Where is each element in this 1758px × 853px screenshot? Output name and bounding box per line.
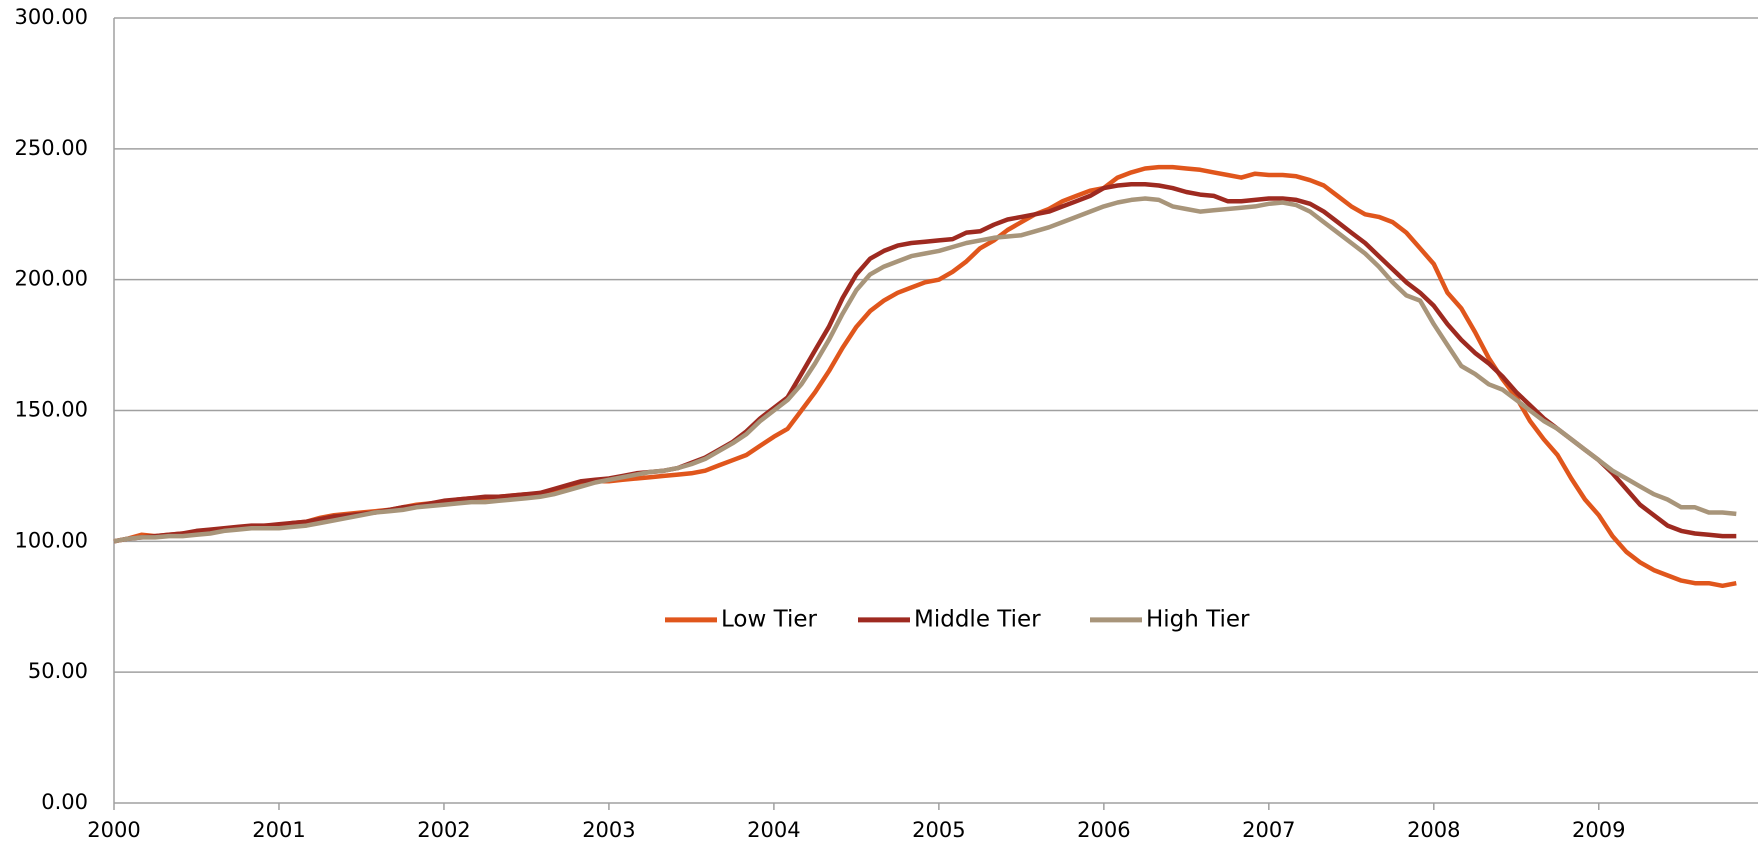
x-tick-label: 2003 [582, 818, 635, 842]
x-tick-label: 2002 [417, 818, 470, 842]
y-tick-label: 150.00 [15, 398, 88, 422]
x-tick-label: 2008 [1407, 818, 1460, 842]
y-tick-label: 0.00 [41, 790, 88, 814]
x-tick-label: 2009 [1572, 818, 1625, 842]
x-tick-label: 2007 [1242, 818, 1295, 842]
x-tick-label: 2005 [912, 818, 965, 842]
y-tick-label: 300.00 [15, 5, 88, 29]
legend-label: Middle Tier [914, 606, 1041, 632]
series-line [113, 196, 1737, 544]
y-tick-label: 100.00 [15, 528, 88, 552]
y-tick-label: 200.00 [15, 267, 88, 291]
x-tick-label: 2004 [747, 818, 800, 842]
x-tick-label: 2000 [87, 818, 140, 842]
x-tick-label: 2001 [252, 818, 305, 842]
legend-label: Low Tier [721, 606, 817, 632]
series-line [113, 164, 1737, 589]
x-tick-label: 2006 [1077, 818, 1130, 842]
legend-label: High Tier [1146, 606, 1250, 632]
y-tick-label: 50.00 [28, 659, 88, 683]
y-tick-label: 250.00 [15, 136, 88, 160]
